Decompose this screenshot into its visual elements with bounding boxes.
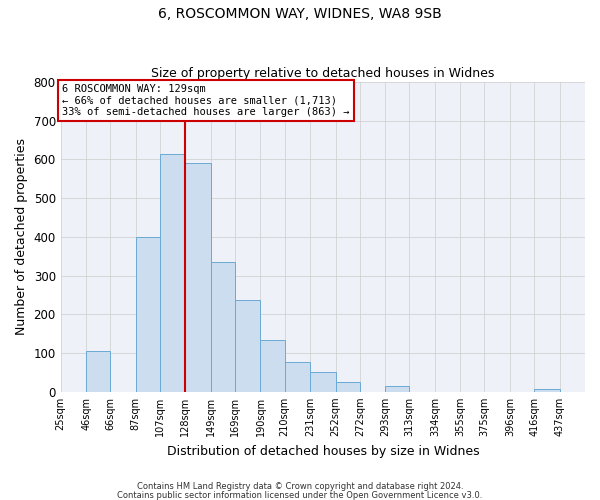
Bar: [310, 372, 335, 392]
Text: 6 ROSCOMMON WAY: 129sqm
← 66% of detached houses are smaller (1,713)
33% of semi: 6 ROSCOMMON WAY: 129sqm ← 66% of detache…: [62, 84, 349, 117]
Y-axis label: Number of detached properties: Number of detached properties: [15, 138, 28, 336]
Bar: [86, 351, 110, 392]
Title: Size of property relative to detached houses in Widnes: Size of property relative to detached ho…: [151, 66, 494, 80]
Text: Contains HM Land Registry data © Crown copyright and database right 2024.: Contains HM Land Registry data © Crown c…: [137, 482, 463, 491]
Text: Contains public sector information licensed under the Open Government Licence v3: Contains public sector information licen…: [118, 490, 482, 500]
Bar: [335, 382, 360, 392]
Text: 6, ROSCOMMON WAY, WIDNES, WA8 9SB: 6, ROSCOMMON WAY, WIDNES, WA8 9SB: [158, 8, 442, 22]
Bar: [385, 386, 409, 392]
Bar: [136, 237, 160, 392]
Bar: [235, 300, 260, 392]
X-axis label: Distribution of detached houses by size in Widnes: Distribution of detached houses by size …: [167, 444, 479, 458]
Bar: [185, 164, 211, 392]
Bar: [534, 388, 560, 392]
Bar: [284, 362, 310, 392]
Bar: [160, 154, 185, 392]
Bar: [211, 262, 235, 392]
Bar: [260, 340, 284, 392]
